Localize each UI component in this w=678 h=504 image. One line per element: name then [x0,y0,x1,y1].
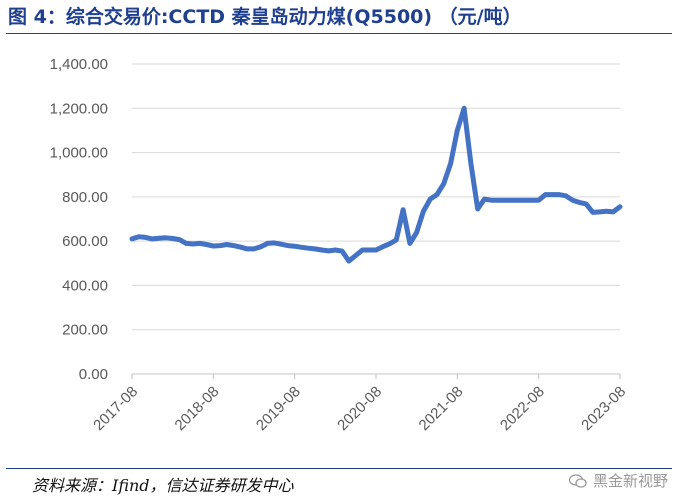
x-tick-label: 2022-08 [497,383,548,434]
chart-title: 图 4：综合交易价:CCTD 秦皇岛动力煤(Q5500) （元/吨） [8,6,522,28]
y-tick-label: 800.00 [62,189,108,206]
line-chart: 0.00 200.00 400.00 600.00 800.00 1,000.00 1,20… [50,56,630,434]
y-tick-label: 1,400.00 [50,56,108,73]
x-tick-label: 2023-08 [578,383,629,434]
x-tick-label: 2019-08 [253,383,304,434]
x-tick-label: 2018-08 [172,383,223,434]
watermark: 黑金新视野 [568,470,668,491]
source-note: 资料来源：Ifind，信达证券研发中心 [32,476,294,495]
x-tick-label: 2020-08 [334,383,385,434]
y-axis-ticks: 0.00 200.00 400.00 600.00 800.00 1,000.00 1,20… [50,56,108,383]
x-tick-label: 2021-08 [416,383,467,434]
chat-bubble-icon [568,473,587,488]
y-tick-label: 0.00 [79,366,108,383]
x-axis-ticks: 2017-08 2018-08 2019-08 2020-08 2021-08 2022-… [90,374,629,434]
title-divider [6,33,672,34]
y-tick-label: 1,000.00 [50,145,108,162]
gridlines [132,63,620,375]
y-tick-label: 1,200.00 [50,100,108,117]
y-tick-label: 400.00 [62,277,108,294]
series-line [129,105,623,264]
watermark-text: 黑金新视野 [592,472,668,490]
y-tick-label: 600.00 [62,233,108,250]
footer-divider [6,468,672,469]
x-tick-label: 2017-08 [90,383,141,434]
y-tick-label: 200.00 [62,322,108,339]
